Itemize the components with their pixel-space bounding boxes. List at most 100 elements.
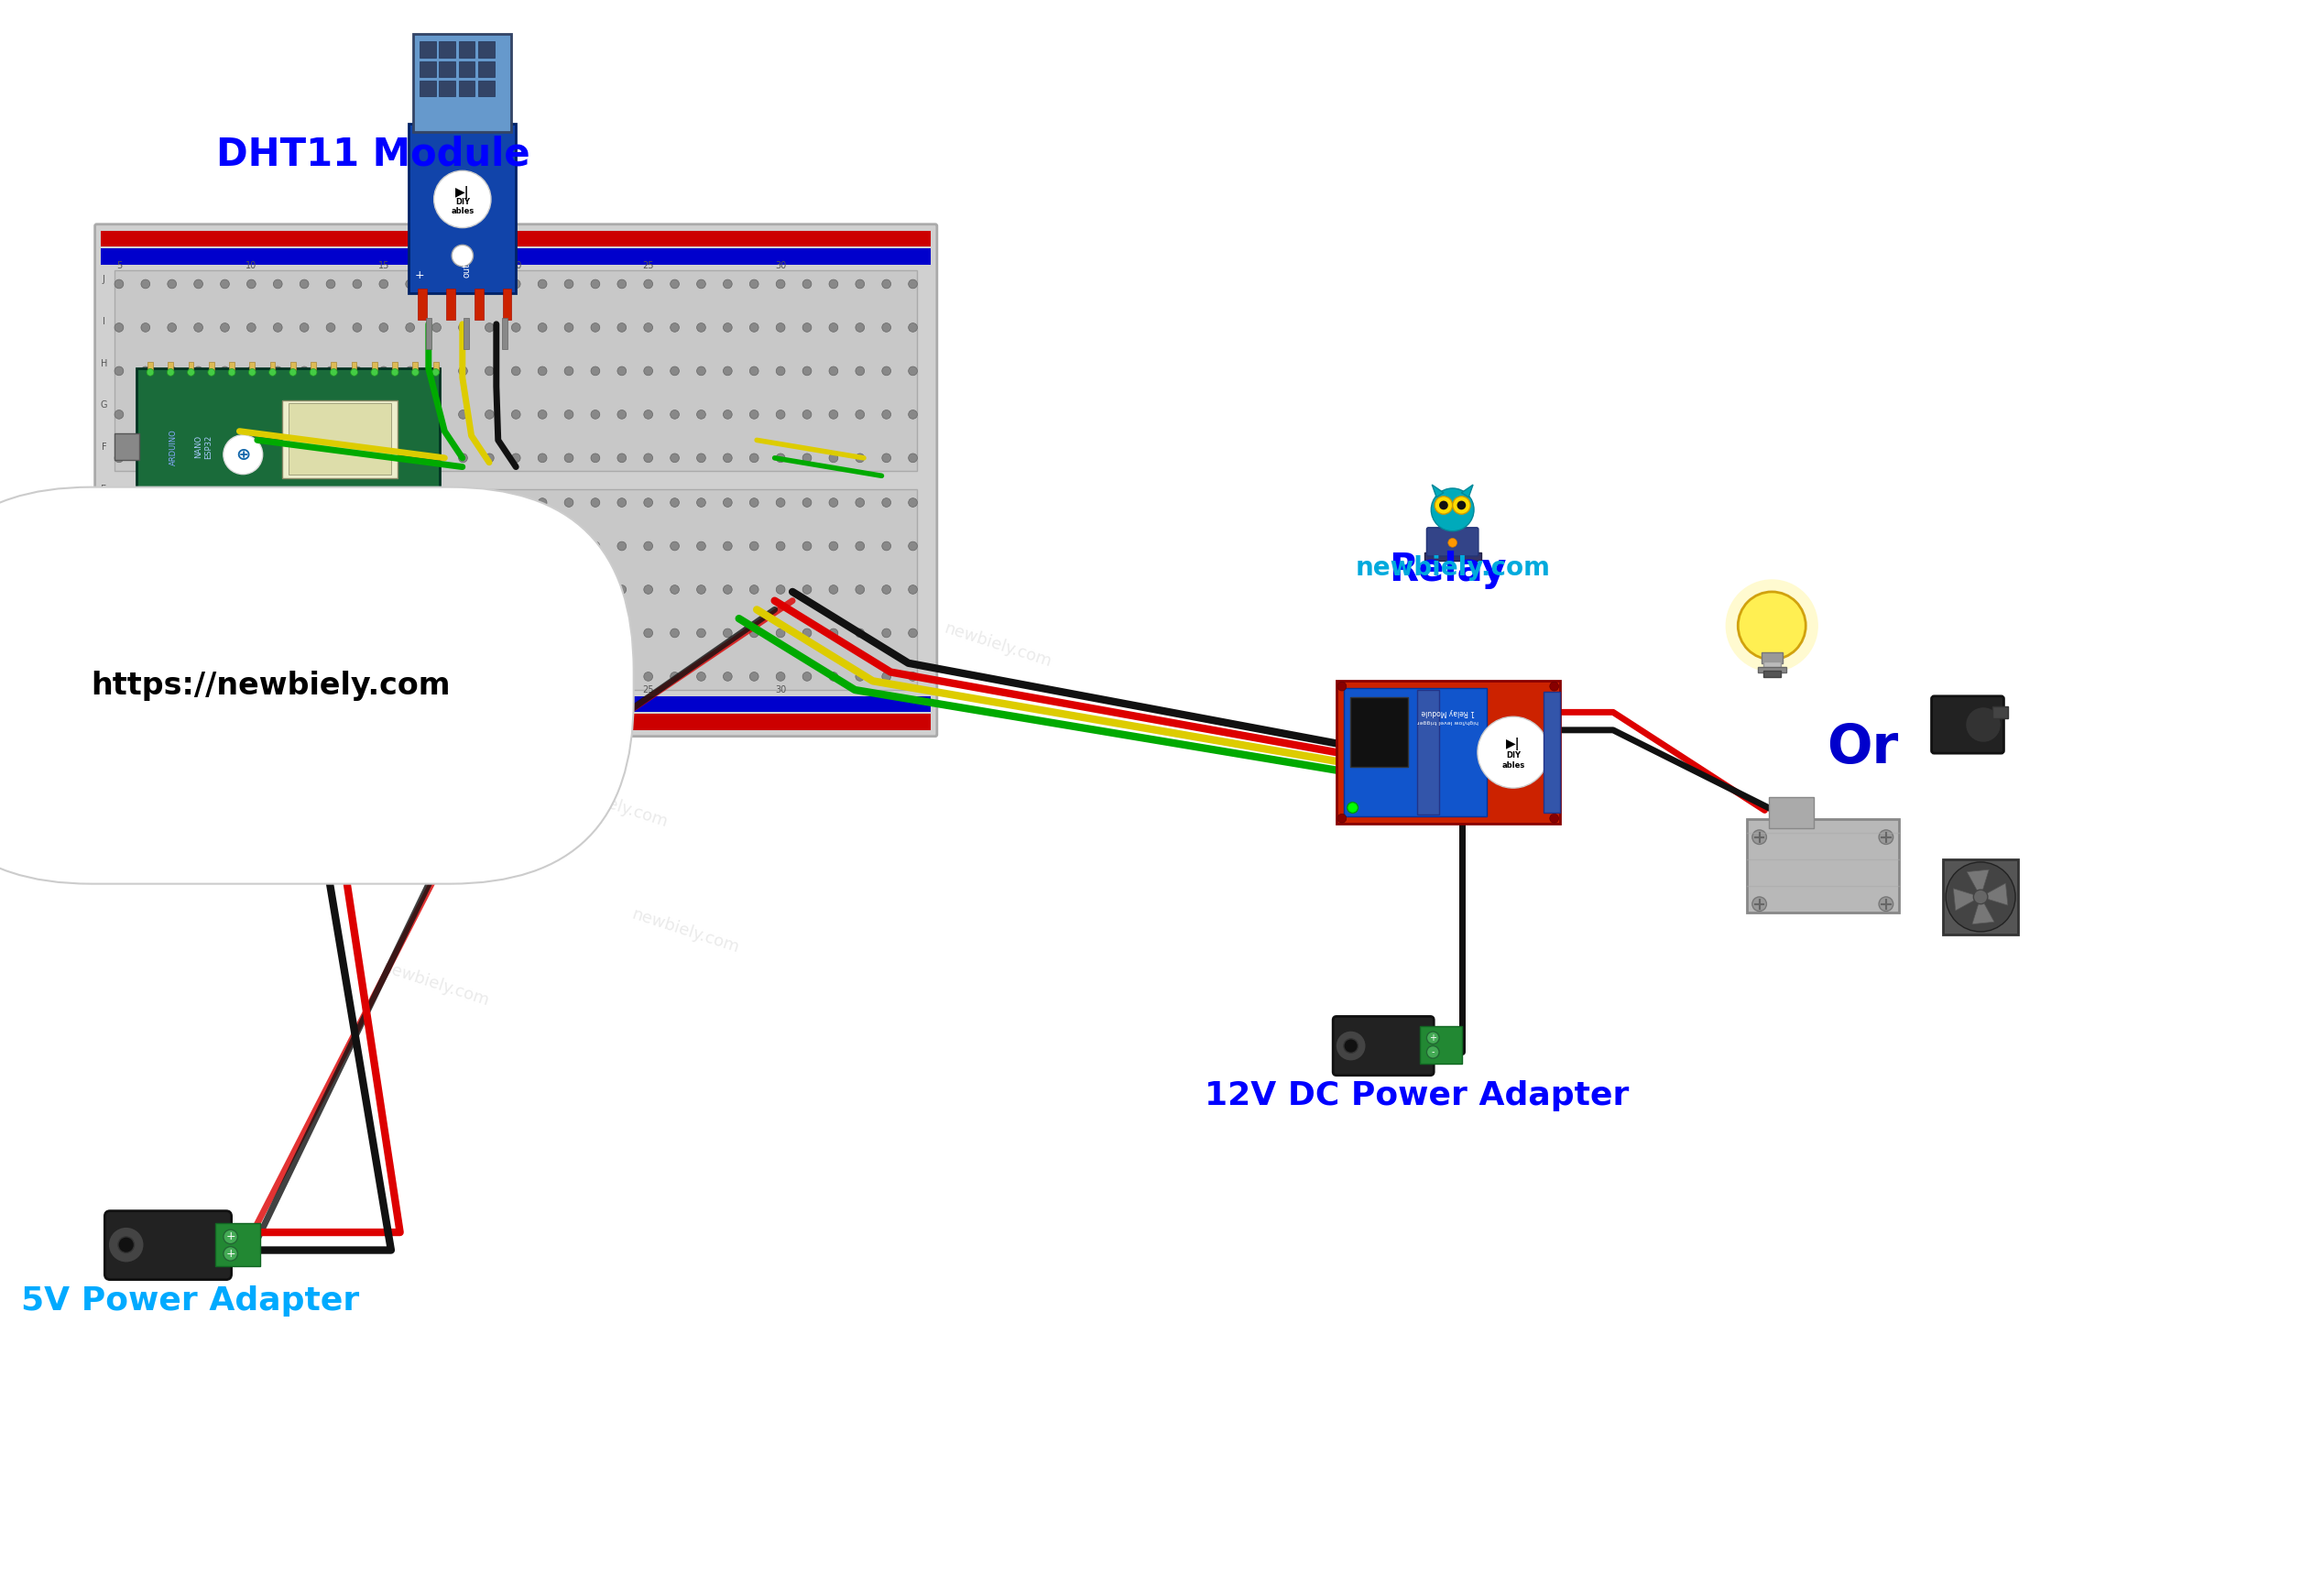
Circle shape bbox=[669, 585, 679, 594]
Bar bbox=[146, 523, 153, 533]
Circle shape bbox=[142, 366, 151, 376]
Bar bbox=[458, 41, 474, 57]
Bar bbox=[230, 523, 235, 533]
Circle shape bbox=[407, 366, 414, 376]
Circle shape bbox=[379, 542, 388, 550]
Text: newbiely.com: newbiely.com bbox=[558, 781, 669, 831]
Bar bbox=[330, 361, 337, 371]
Circle shape bbox=[644, 411, 653, 418]
Circle shape bbox=[590, 672, 600, 682]
Bar bbox=[188, 523, 193, 533]
Bar bbox=[439, 41, 456, 57]
FancyBboxPatch shape bbox=[1334, 1016, 1434, 1075]
Circle shape bbox=[486, 629, 495, 637]
Bar bbox=[351, 523, 358, 533]
Circle shape bbox=[193, 542, 202, 550]
Polygon shape bbox=[1966, 870, 1989, 897]
Circle shape bbox=[458, 323, 467, 331]
Circle shape bbox=[669, 672, 679, 682]
Circle shape bbox=[1452, 496, 1471, 514]
Circle shape bbox=[855, 323, 865, 331]
Circle shape bbox=[590, 498, 600, 507]
Circle shape bbox=[883, 629, 890, 637]
Circle shape bbox=[142, 498, 151, 507]
Circle shape bbox=[325, 323, 335, 331]
Circle shape bbox=[274, 585, 281, 594]
Text: D: D bbox=[100, 526, 107, 536]
Circle shape bbox=[590, 585, 600, 594]
Circle shape bbox=[270, 518, 277, 525]
Circle shape bbox=[669, 542, 679, 550]
Bar bbox=[465, 319, 469, 349]
Bar bbox=[230, 361, 235, 371]
Circle shape bbox=[669, 629, 679, 637]
Circle shape bbox=[458, 542, 467, 550]
Text: ARDUINO: ARDUINO bbox=[170, 428, 177, 464]
Bar bbox=[249, 523, 256, 533]
Circle shape bbox=[830, 366, 839, 376]
Circle shape bbox=[300, 453, 309, 463]
Circle shape bbox=[114, 453, 123, 463]
Circle shape bbox=[1550, 815, 1559, 823]
Circle shape bbox=[883, 498, 890, 507]
Bar bbox=[330, 523, 337, 533]
Circle shape bbox=[351, 369, 358, 376]
Circle shape bbox=[802, 542, 811, 550]
Circle shape bbox=[114, 672, 123, 682]
Circle shape bbox=[193, 323, 202, 331]
Circle shape bbox=[776, 411, 786, 418]
Bar bbox=[439, 60, 456, 78]
Polygon shape bbox=[1432, 485, 1443, 498]
Circle shape bbox=[776, 453, 786, 463]
Circle shape bbox=[325, 629, 335, 637]
Circle shape bbox=[114, 279, 123, 288]
Circle shape bbox=[565, 366, 574, 376]
Circle shape bbox=[537, 542, 546, 550]
Bar bbox=[1762, 653, 1783, 663]
Circle shape bbox=[565, 585, 574, 594]
Circle shape bbox=[565, 498, 574, 507]
Circle shape bbox=[511, 585, 521, 594]
Circle shape bbox=[309, 518, 316, 525]
Circle shape bbox=[390, 369, 397, 376]
Circle shape bbox=[353, 498, 363, 507]
Circle shape bbox=[723, 453, 732, 463]
Circle shape bbox=[830, 453, 839, 463]
Circle shape bbox=[723, 411, 732, 418]
Bar bbox=[209, 523, 214, 533]
Circle shape bbox=[300, 585, 309, 594]
Circle shape bbox=[407, 585, 414, 594]
Circle shape bbox=[697, 453, 706, 463]
Circle shape bbox=[249, 518, 256, 525]
Circle shape bbox=[883, 672, 890, 682]
Text: G: G bbox=[100, 401, 107, 411]
Text: DIY
ables: DIY ables bbox=[1501, 751, 1525, 769]
Circle shape bbox=[751, 585, 758, 594]
Circle shape bbox=[246, 498, 256, 507]
Bar bbox=[167, 523, 174, 533]
Circle shape bbox=[167, 323, 177, 331]
Circle shape bbox=[537, 453, 546, 463]
Circle shape bbox=[644, 323, 653, 331]
Bar bbox=[372, 523, 376, 533]
Circle shape bbox=[830, 323, 839, 331]
Text: +: + bbox=[1429, 1033, 1436, 1043]
Bar bbox=[1992, 705, 2008, 718]
Bar bbox=[479, 41, 495, 57]
Circle shape bbox=[325, 672, 335, 682]
Circle shape bbox=[458, 498, 467, 507]
Circle shape bbox=[353, 366, 363, 376]
Circle shape bbox=[142, 453, 151, 463]
Circle shape bbox=[1724, 579, 1817, 672]
Circle shape bbox=[432, 323, 442, 331]
Circle shape bbox=[246, 672, 256, 682]
Circle shape bbox=[325, 366, 335, 376]
Circle shape bbox=[325, 279, 335, 288]
Circle shape bbox=[221, 585, 230, 594]
Circle shape bbox=[458, 672, 467, 682]
Circle shape bbox=[207, 369, 214, 376]
Circle shape bbox=[537, 323, 546, 331]
Bar bbox=[216, 1224, 260, 1266]
Text: Relay: Relay bbox=[1390, 550, 1506, 588]
Circle shape bbox=[486, 585, 495, 594]
